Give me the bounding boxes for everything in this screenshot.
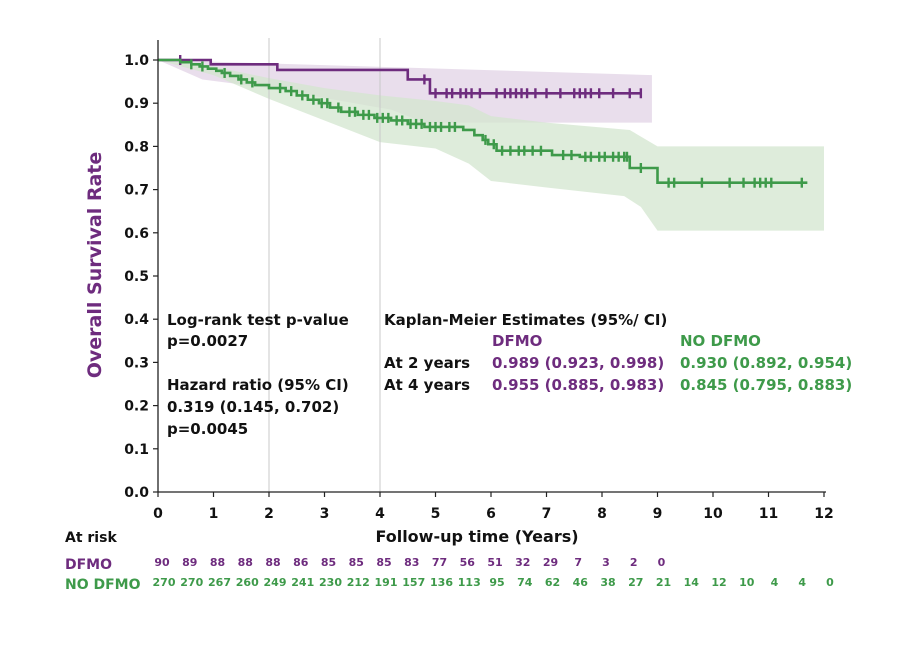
x-tick-label: 8 bbox=[597, 506, 607, 522]
at-risk-dfmo-count: 88 bbox=[210, 556, 225, 569]
at-risk-dfmo-count: 88 bbox=[265, 556, 280, 569]
hazard-ratio-value: 0.319 (0.145, 0.702) bbox=[167, 398, 339, 416]
hazard-ratio-title: Hazard ratio (95% CI) bbox=[167, 376, 349, 394]
at-risk-dfmo-count: 90 bbox=[154, 556, 170, 569]
km-curve-no-dfmo bbox=[158, 58, 808, 184]
at-risk-nodfmo-count: 270 bbox=[153, 576, 176, 589]
at-risk-nodfmo-count: 136 bbox=[430, 576, 453, 589]
hazard-ratio-p: p=0.0045 bbox=[167, 420, 248, 438]
at-risk-nodfmo-count: 38 bbox=[600, 576, 615, 589]
at-risk-dfmo-count: 88 bbox=[238, 556, 253, 569]
km-row2-nodfmo: 0.845 (0.795, 0.883) bbox=[680, 376, 852, 394]
km-title: Kaplan-Meier Estimates (95%/ CI) bbox=[384, 311, 667, 329]
km-row1-label: At 2 years bbox=[384, 354, 470, 372]
x-tick-label: 7 bbox=[542, 506, 552, 522]
at-risk-dfmo-count: 51 bbox=[487, 556, 502, 569]
at-risk-nodfmo-count: 27 bbox=[628, 576, 643, 589]
at-risk-nodfmo-count: 4 bbox=[771, 576, 779, 589]
at-risk-nodfmo-count: 12 bbox=[711, 576, 726, 589]
at-risk-dfmo-count: 3 bbox=[602, 556, 610, 569]
at-risk-dfmo-count: 86 bbox=[293, 556, 309, 569]
y-tick-label: 0.4 bbox=[124, 312, 149, 328]
at-risk-nodfmo-count: 157 bbox=[402, 576, 425, 589]
y-tick-label: 0.9 bbox=[124, 96, 149, 112]
at-risk-nodfmo-count: 212 bbox=[347, 576, 370, 589]
x-tick-label: 10 bbox=[703, 506, 723, 522]
at-risk-nodfmo-count: 74 bbox=[517, 576, 533, 589]
km-row2-dfmo: 0.955 (0.885, 0.983) bbox=[492, 376, 664, 394]
at-risk-dfmo-count: 32 bbox=[515, 556, 530, 569]
at-risk-nodfmo-counts: 270 270 267 260 249 241 230 212 191 157 136 113 95 74… bbox=[153, 576, 835, 589]
statistics-annotations: Log-rank test p-value p=0.0027 Hazard ra… bbox=[167, 311, 852, 438]
logrank-p: p=0.0027 bbox=[167, 332, 248, 350]
at-risk-dfmo-count: 56 bbox=[460, 556, 476, 569]
at-risk-nodfmo-count: 249 bbox=[264, 576, 287, 589]
at-risk-dfmo-count: 0 bbox=[658, 556, 666, 569]
at-risk-dfmo-label: DFMO bbox=[65, 557, 112, 573]
x-tick-label: 0 bbox=[153, 506, 163, 522]
at-risk-dfmo-count: 2 bbox=[630, 556, 638, 569]
x-axis-label: Follow-up time (Years) bbox=[375, 527, 578, 546]
at-risk-nodfmo-count: 14 bbox=[684, 576, 700, 589]
at-risk-dfmo-counts: 90 89 88 88 88 86 85 85 85 83 77 56 51 32 29 7 3 2 0 bbox=[154, 556, 665, 569]
at-risk-nodfmo-count: 267 bbox=[208, 576, 231, 589]
at-risk-nodfmo-count: 46 bbox=[573, 576, 589, 589]
at-risk-nodfmo-count: 10 bbox=[739, 576, 755, 589]
y-tick-label: 0.5 bbox=[124, 269, 149, 285]
at-risk-nodfmo-count: 270 bbox=[180, 576, 203, 589]
survival-curves bbox=[158, 55, 808, 188]
km-col-dfmo: DFMO bbox=[492, 332, 542, 350]
at-risk-dfmo-count: 85 bbox=[321, 556, 336, 569]
at-risk-nodfmo-count: 230 bbox=[319, 576, 342, 589]
at-risk-nodfmo-count: 95 bbox=[489, 576, 504, 589]
y-axis-label: Overall Survival Rate bbox=[84, 152, 106, 379]
x-tick-label: 3 bbox=[320, 506, 330, 522]
at-risk-nodfmo-count: 4 bbox=[798, 576, 806, 589]
at-risk-nodfmo-count: 260 bbox=[236, 576, 259, 589]
at-risk-nodfmo-count: 241 bbox=[291, 576, 314, 589]
y-tick-label: 0.7 bbox=[124, 183, 149, 199]
at-risk-nodfmo-count: 113 bbox=[458, 576, 481, 589]
x-tick-label: 1 bbox=[209, 506, 219, 522]
at-risk-nodfmo-count: 191 bbox=[375, 576, 398, 589]
y-tick-label: 0.8 bbox=[124, 139, 149, 155]
y-tick-label: 0.1 bbox=[124, 442, 149, 458]
x-tick-label: 4 bbox=[375, 506, 385, 522]
axes: 0 1 2 3 4 5 6 7 8 9 10 11 120.00.10.20.30.40.50.60.7… bbox=[124, 40, 834, 522]
x-tick-label: 5 bbox=[431, 506, 441, 522]
km-curve-dfmo bbox=[158, 58, 641, 95]
at-risk-dfmo-count: 77 bbox=[432, 556, 447, 569]
at-risk-dfmo-count: 85 bbox=[349, 556, 364, 569]
at-risk-nodfmo-count: 21 bbox=[656, 576, 671, 589]
at-risk-nodfmo-count: 62 bbox=[545, 576, 560, 589]
x-tick-label: 6 bbox=[486, 506, 496, 522]
at-risk-label: At risk bbox=[65, 530, 117, 546]
x-tick-label: 12 bbox=[814, 506, 833, 522]
at-risk-nodfmo-count: 0 bbox=[826, 576, 834, 589]
at-risk-dfmo-count: 85 bbox=[376, 556, 391, 569]
y-tick-label: 0.2 bbox=[124, 399, 149, 415]
km-row1-nodfmo: 0.930 (0.892, 0.954) bbox=[680, 354, 852, 372]
logrank-title: Log-rank test p-value bbox=[167, 311, 349, 329]
vertical-gridlines bbox=[268, 38, 381, 492]
x-tick-label: 2 bbox=[264, 506, 274, 522]
at-risk-dfmo-count: 89 bbox=[182, 556, 197, 569]
at-risk-dfmo-count: 29 bbox=[543, 556, 558, 569]
y-tick-label: 0.0 bbox=[124, 485, 149, 501]
at-risk-nodfmo-label: NO DFMO bbox=[65, 577, 141, 593]
at-risk-dfmo-count: 7 bbox=[574, 556, 582, 569]
km-row1-dfmo: 0.989 (0.923, 0.998) bbox=[492, 354, 664, 372]
ci-band-dfmo bbox=[158, 60, 652, 123]
x-tick-label: 11 bbox=[759, 506, 778, 522]
y-tick-label: 1.0 bbox=[124, 53, 149, 69]
x-tick-label: 9 bbox=[653, 506, 663, 522]
y-tick-label: 0.6 bbox=[124, 226, 149, 242]
y-tick-label: 0.3 bbox=[124, 355, 149, 371]
at-risk-table: At risk DFMO NO DFMO 90 89 88 88 88 86 85 85 85 8… bbox=[65, 530, 834, 593]
km-col-nodfmo: NO DFMO bbox=[680, 332, 761, 350]
at-risk-dfmo-count: 83 bbox=[404, 556, 419, 569]
km-row2-label: At 4 years bbox=[384, 376, 470, 394]
